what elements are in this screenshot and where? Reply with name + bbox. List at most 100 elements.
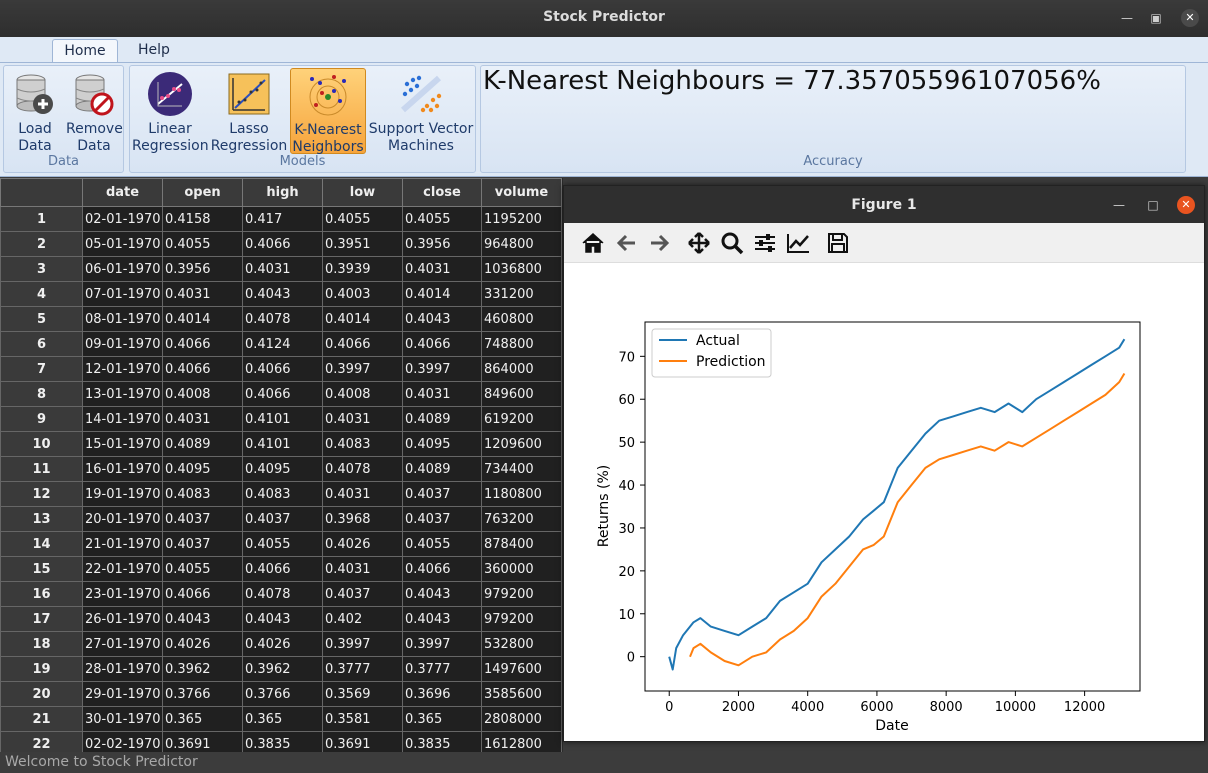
- column-header[interactable]: volume: [481, 178, 562, 207]
- table-cell[interactable]: 0.4078: [242, 306, 323, 332]
- table-cell[interactable]: 0.3777: [322, 656, 403, 682]
- table-cell[interactable]: 30-01-1970: [82, 706, 163, 732]
- table-cell[interactable]: 0.3968: [322, 506, 403, 532]
- row-header[interactable]: 17: [0, 606, 83, 632]
- column-header[interactable]: high: [242, 178, 323, 207]
- table-cell[interactable]: 12-01-1970: [82, 356, 163, 382]
- table-cell[interactable]: 0.4031: [242, 256, 323, 282]
- table-cell[interactable]: 0.3581: [322, 706, 403, 732]
- table-row[interactable]: 2 05-01-1970 0.4055 0.4066 0.3951 0.3956 96480…: [0, 231, 562, 257]
- row-header[interactable]: 4: [0, 281, 83, 307]
- table-row[interactable]: 4 07-01-1970 0.4031 0.4043 0.4003 0.4014 33120…: [0, 281, 562, 307]
- table-cell[interactable]: 0.4089: [402, 406, 482, 432]
- table-cell[interactable]: 26-01-1970: [82, 606, 163, 632]
- row-header[interactable]: 20: [0, 681, 83, 707]
- table-cell[interactable]: 0.4083: [162, 481, 243, 507]
- table-cell[interactable]: 1195200: [481, 206, 562, 232]
- table-cell[interactable]: 0.4078: [242, 581, 323, 607]
- table-cell[interactable]: 0.4083: [322, 431, 403, 457]
- zoom-icon[interactable]: [719, 231, 745, 255]
- table-cell[interactable]: 0.4055: [242, 531, 323, 557]
- table-cell[interactable]: 0.402: [322, 606, 403, 632]
- table-cell[interactable]: 0.3997: [402, 356, 482, 382]
- row-header[interactable]: 6: [0, 331, 83, 357]
- row-header[interactable]: 15: [0, 556, 83, 582]
- table-cell[interactable]: 0.4066: [162, 581, 243, 607]
- column-header[interactable]: close: [402, 178, 482, 207]
- table-cell[interactable]: 0.4014: [162, 306, 243, 332]
- table-row[interactable]: 9 14-01-1970 0.4031 0.4101 0.4031 0.4089 61920…: [0, 406, 562, 432]
- table-cell[interactable]: 05-01-1970: [82, 231, 163, 257]
- row-header[interactable]: 3: [0, 256, 83, 282]
- table-cell[interactable]: 0.4037: [402, 481, 482, 507]
- tab-help[interactable]: Help: [138, 42, 170, 58]
- table-cell[interactable]: 08-01-1970: [82, 306, 163, 332]
- table-cell[interactable]: 0.3569: [322, 681, 403, 707]
- table-cell[interactable]: 1497600: [481, 656, 562, 682]
- row-header[interactable]: 7: [0, 356, 83, 382]
- table-cell[interactable]: 22-01-1970: [82, 556, 163, 582]
- table-cell[interactable]: 532800: [481, 631, 562, 657]
- table-cell[interactable]: 0.4055: [402, 206, 482, 232]
- table-cell[interactable]: 0.4078: [322, 456, 403, 482]
- table-cell[interactable]: 1612800: [481, 731, 562, 752]
- table-cell[interactable]: 0.4089: [402, 456, 482, 482]
- row-header[interactable]: 22: [0, 731, 83, 752]
- column-header[interactable]: date: [82, 178, 163, 207]
- table-row[interactable]: 5 08-01-1970 0.4014 0.4078 0.4014 0.4043 46080…: [0, 306, 562, 332]
- table-cell[interactable]: 02-02-1970: [82, 731, 163, 752]
- figure-close-icon[interactable]: ✕: [1177, 196, 1195, 214]
- table-cell[interactable]: 0.3997: [322, 356, 403, 382]
- table-cell[interactable]: 0.4026: [322, 531, 403, 557]
- figure-maximize-icon[interactable]: □: [1147, 198, 1159, 212]
- table-cell[interactable]: 0.4055: [402, 531, 482, 557]
- row-header[interactable]: 18: [0, 631, 83, 657]
- table-cell[interactable]: 02-01-1970: [82, 206, 163, 232]
- minimize-icon[interactable]: —: [1121, 11, 1133, 25]
- table-cell[interactable]: 0.4055: [162, 231, 243, 257]
- table-cell[interactable]: 0.4095: [162, 456, 243, 482]
- row-header[interactable]: 19: [0, 656, 83, 682]
- table-cell[interactable]: 0.4066: [242, 356, 323, 382]
- table-cell[interactable]: 0.4031: [402, 381, 482, 407]
- table-cell[interactable]: 0.4037: [162, 506, 243, 532]
- table-row[interactable]: 16 23-01-1970 0.4066 0.4078 0.4037 0.4043 9792…: [0, 581, 562, 607]
- table-cell[interactable]: 21-01-1970: [82, 531, 163, 557]
- table-cell[interactable]: 0.4066: [402, 556, 482, 582]
- table-cell[interactable]: 878400: [481, 531, 562, 557]
- table-cell[interactable]: 14-01-1970: [82, 406, 163, 432]
- table-cell[interactable]: 0.4066: [242, 381, 323, 407]
- table-cell[interactable]: 964800: [481, 231, 562, 257]
- plot-area[interactable]: 0 2000 4000 6000 8000 10000 12000 0 10 20 30 40 50 60…: [564, 263, 1204, 741]
- table-cell[interactable]: 0.4037: [242, 506, 323, 532]
- table-cell[interactable]: 0.365: [162, 706, 243, 732]
- table-cell[interactable]: 0.365: [402, 706, 482, 732]
- table-cell[interactable]: 0.4043: [402, 306, 482, 332]
- table-cell[interactable]: 0.3766: [162, 681, 243, 707]
- table-cell[interactable]: 0.3956: [162, 256, 243, 282]
- table-cell[interactable]: 0.3939: [322, 256, 403, 282]
- table-cell[interactable]: 0.4095: [402, 431, 482, 457]
- edit-axis-icon[interactable]: [785, 231, 811, 255]
- configure-icon[interactable]: [752, 231, 778, 255]
- table-cell[interactable]: 0.3691: [162, 731, 243, 752]
- table-cell[interactable]: 0.4031: [322, 406, 403, 432]
- table-cell[interactable]: 0.4101: [242, 431, 323, 457]
- table-cell[interactable]: 0.4124: [242, 331, 323, 357]
- column-header[interactable]: low: [322, 178, 403, 207]
- table-cell[interactable]: 763200: [481, 506, 562, 532]
- table-row[interactable]: 6 09-01-1970 0.4066 0.4124 0.4066 0.4066 74880…: [0, 331, 562, 357]
- table-cell[interactable]: 0.4089: [162, 431, 243, 457]
- table-cell[interactable]: 2808000: [481, 706, 562, 732]
- table-cell[interactable]: 0.4043: [242, 606, 323, 632]
- table-cell[interactable]: 19-01-1970: [82, 481, 163, 507]
- row-header[interactable]: 1: [0, 206, 83, 232]
- table-cell[interactable]: 619200: [481, 406, 562, 432]
- table-cell[interactable]: 460800: [481, 306, 562, 332]
- row-header[interactable]: 9: [0, 406, 83, 432]
- table-cell[interactable]: 1180800: [481, 481, 562, 507]
- table-cell[interactable]: 29-01-1970: [82, 681, 163, 707]
- close-icon[interactable]: ✕: [1181, 9, 1199, 27]
- table-row[interactable]: 7 12-01-1970 0.4066 0.4066 0.3997 0.3997 86400…: [0, 356, 562, 382]
- table-cell[interactable]: 0.4037: [402, 506, 482, 532]
